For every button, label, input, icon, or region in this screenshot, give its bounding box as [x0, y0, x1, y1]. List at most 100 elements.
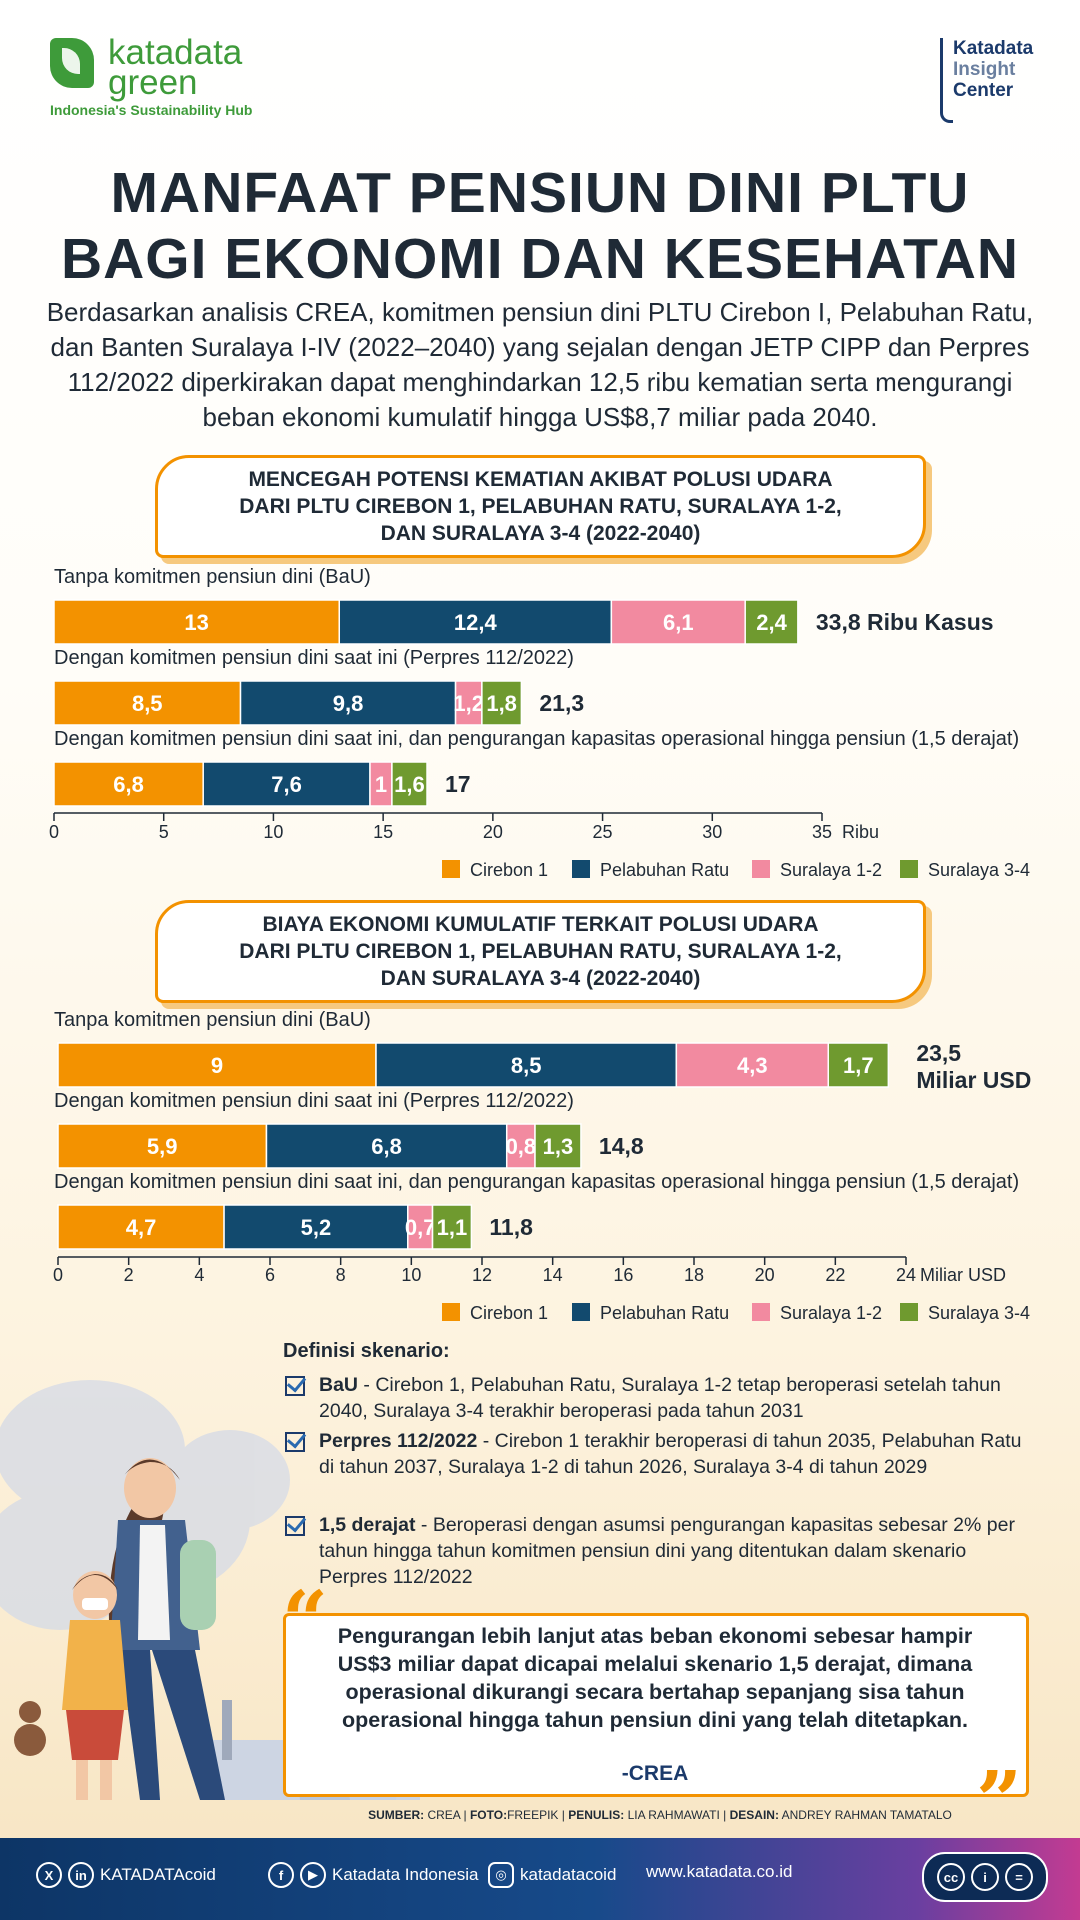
definition-item: Perpres 112/2022 - Cirebon 1 terakhir be…	[283, 1428, 1039, 1480]
chart1-title-box: MENCEGAH POTENSI KEMATIAN AKIBAT POLUSI …	[155, 455, 926, 558]
creative-commons-badge: cc i =	[922, 1852, 1048, 1902]
katadata-green-logo: katadata green	[50, 33, 268, 102]
x-tick-label: 14	[543, 1265, 563, 1285]
legend-swatch	[752, 1303, 770, 1321]
bar-value-label: 8,5	[511, 1053, 542, 1078]
x-tick-label: 0	[53, 1265, 63, 1285]
bar-value-label: 6,8	[113, 772, 144, 797]
x-unit-label: Ribu	[842, 822, 879, 842]
x-tick-label: 22	[825, 1265, 845, 1285]
bar-value-label: 6,1	[663, 610, 694, 635]
legend-swatch	[900, 1303, 918, 1321]
x-unit-label: Miliar USD	[920, 1265, 1006, 1285]
total-label: Miliar USD	[916, 1067, 1031, 1093]
chart2-title-box: BIAYA EKONOMI KUMULATIF TERKAIT POLUSI U…	[155, 900, 926, 1003]
total-label: 11,8	[489, 1214, 533, 1240]
bar-value-label: 5,9	[147, 1134, 178, 1159]
linkedin-icon[interactable]: in	[68, 1862, 94, 1888]
chart1-title-line: MENCEGAH POTENSI KEMATIAN AKIBAT POLUSI …	[248, 468, 833, 491]
bar-value-label: 13	[184, 610, 208, 635]
x-tick-label: 20	[755, 1265, 775, 1285]
quote-box	[283, 1613, 1029, 1797]
bar-value-label: 5,2	[301, 1215, 332, 1240]
x-tick-label: 2	[124, 1265, 134, 1285]
legend-swatch	[900, 860, 918, 878]
legend-label: Pelabuhan Ratu	[600, 1303, 729, 1323]
footer-handle[interactable]: KATADATAcoid	[100, 1865, 216, 1884]
writer-label: PENULIS:	[568, 1808, 625, 1822]
bar-value-label: 9,8	[333, 691, 364, 716]
footer-social-ig[interactable]: ◎ katadatacoid	[488, 1862, 616, 1888]
total-label: 14,8	[599, 1133, 644, 1159]
bar-segment	[53, 761, 204, 807]
open-quote-icon: “	[282, 1573, 329, 1667]
category-label: Tanpa komitmen pensiun dini (BaU)	[54, 1009, 371, 1031]
total-label: 23,5	[916, 1040, 961, 1066]
cc-icon: cc	[937, 1863, 965, 1891]
total-label: 17	[445, 771, 471, 797]
bar-segment	[265, 1123, 508, 1169]
legend-label: Pelabuhan Ratu	[600, 860, 729, 880]
x-tick-label: 30	[702, 822, 722, 842]
definition-term: BaU	[319, 1374, 359, 1396]
instagram-icon[interactable]: ◎	[488, 1862, 514, 1888]
legend-label: Suralaya 3-4	[928, 1303, 1030, 1323]
bar-value-label: 1,1	[437, 1215, 468, 1240]
legend-swatch	[572, 1303, 590, 1321]
footer-social-x-linkedin[interactable]: X in KATADATAcoid	[36, 1862, 216, 1888]
quote-source: -CREA	[621, 1762, 689, 1785]
checkbox-icon	[285, 1376, 305, 1396]
bar-segment	[744, 599, 799, 645]
youtube-icon[interactable]: ▶	[300, 1862, 326, 1888]
logo-line: Center	[953, 80, 1014, 101]
bar-value-label: 0,8	[506, 1134, 537, 1159]
definition-text: - Cirebon 1 terakhir beroperasi di tahun…	[319, 1430, 1022, 1478]
design-value: ANDREY RAHMAN TAMATALO	[781, 1808, 952, 1822]
noderivs-icon: =	[1005, 1863, 1033, 1891]
x-tick-label: 10	[263, 822, 283, 842]
photo-value: FREEPIK	[507, 1808, 559, 1822]
brand-name: katadata green	[108, 33, 243, 102]
bar-segment	[534, 1123, 582, 1169]
logo-line: Insight	[953, 59, 1016, 80]
page-title: MANFAAT PENSIUN DINI PLTU BAGI EKONOMI D…	[0, 160, 1080, 292]
bar-value-label: 6,8	[371, 1134, 402, 1159]
close-quote-icon: ”	[976, 1753, 1023, 1847]
design-label: DESAIN:	[729, 1808, 779, 1822]
total-label: 33,8 Ribu Kasus	[816, 609, 994, 635]
x-tick-label: 20	[483, 822, 503, 842]
x-tick-label: 8	[336, 1265, 346, 1285]
source-label: SUMBER:	[368, 1808, 425, 1822]
bar-value-label: 8,5	[132, 691, 163, 716]
chart1-title-line: DAN SURALAYA 3-4 (2022-2040)	[380, 522, 701, 545]
definition-item: 1,5 derajat - Beroperasi dengan asumsi p…	[283, 1512, 1039, 1590]
chart2-title-line: DAN SURALAYA 3-4 (2022-2040)	[380, 967, 701, 990]
definition-term: 1,5 derajat	[319, 1514, 416, 1536]
bar-segment	[407, 1204, 434, 1250]
brand-tagline: Indonesia's Sustainability Hub	[50, 102, 253, 118]
x-icon[interactable]: X	[36, 1862, 62, 1888]
x-tick-label: 0	[49, 822, 59, 842]
bar-value-label: 1,6	[394, 772, 425, 797]
x-tick-label: 6	[265, 1265, 275, 1285]
source-value: CREA	[427, 1808, 461, 1822]
bar-segment	[239, 680, 457, 726]
x-tick-label: 25	[593, 822, 613, 842]
footer-website[interactable]: www.katadata.co.id	[646, 1862, 793, 1881]
facebook-icon[interactable]: f	[268, 1862, 294, 1888]
bar-value-label: 4,7	[126, 1215, 157, 1240]
legend-label: Suralaya 1-2	[780, 860, 882, 880]
bar-value-label: 1,7	[843, 1053, 874, 1078]
chart1-title-line: DARI PLTU CIREBON 1, PELABUHAN RATU, SUR…	[239, 495, 842, 518]
bar-segment	[675, 1042, 830, 1088]
footer-handle[interactable]: Katadata Indonesia	[332, 1865, 479, 1884]
bar-value-label: 1,3	[543, 1134, 574, 1159]
legend-label: Suralaya 3-4	[928, 860, 1030, 880]
footer-social-fb-yt[interactable]: f ▶ Katadata Indonesia	[268, 1862, 479, 1888]
footer-handle[interactable]: katadatacoid	[520, 1865, 617, 1884]
bar-segment	[57, 1204, 225, 1250]
title-line: BAGI EKONOMI DAN KESEHATAN	[60, 227, 1020, 291]
checkbox-icon	[285, 1516, 305, 1536]
definition-text: - Beroperasi dengan asumsi pengurangan k…	[319, 1514, 1015, 1588]
